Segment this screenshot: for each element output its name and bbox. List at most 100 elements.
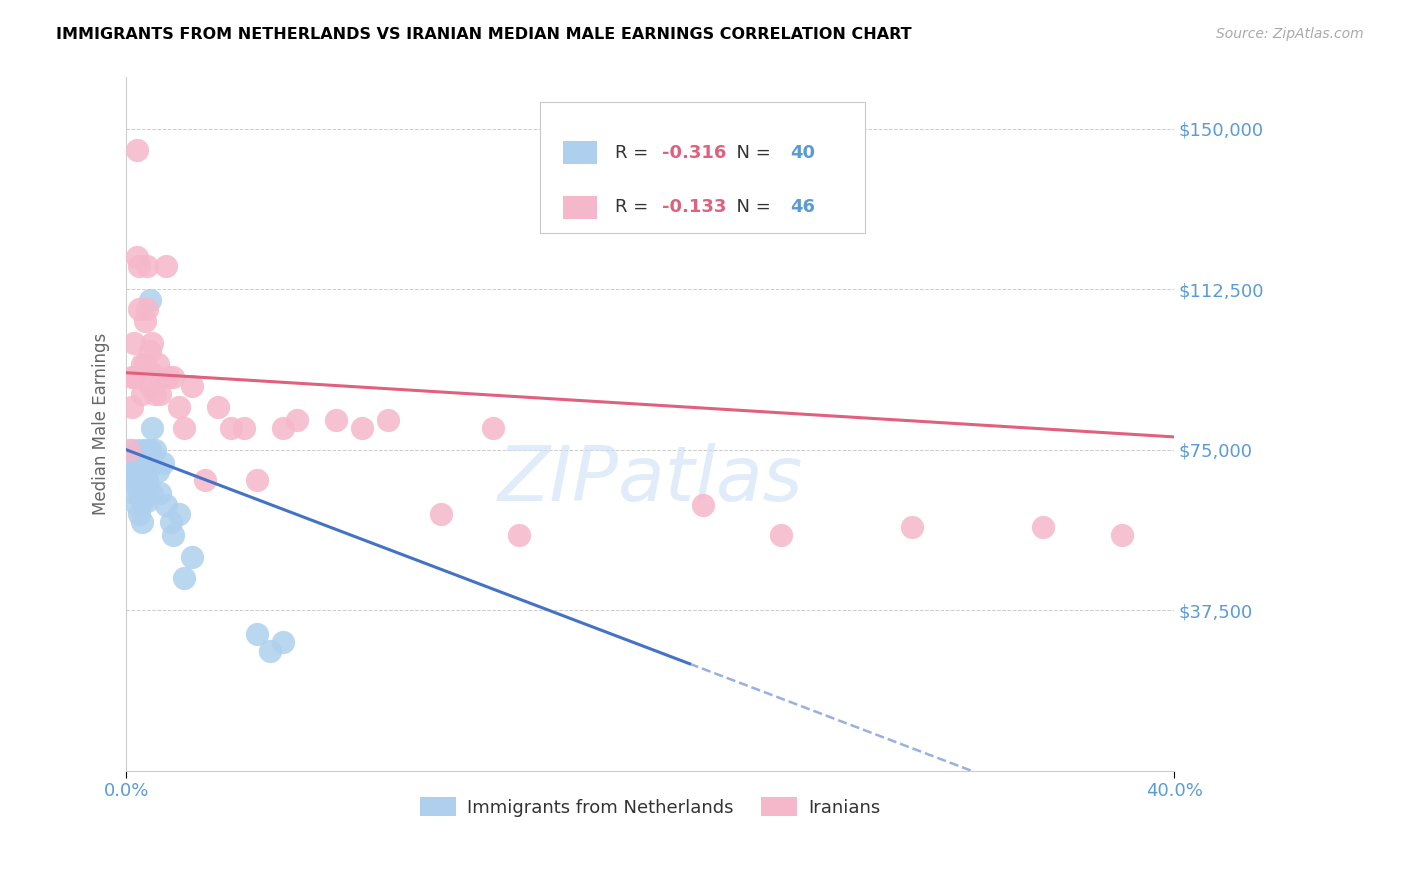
Point	[136, 494, 159, 508]
Point	[121, 370, 143, 384]
Point	[141, 485, 163, 500]
Point	[352, 421, 374, 435]
Point	[141, 421, 163, 435]
Point	[219, 421, 242, 435]
Point	[173, 421, 195, 435]
Point	[134, 357, 156, 371]
Point	[139, 378, 162, 392]
Point	[162, 370, 184, 384]
Point	[125, 473, 148, 487]
Point	[429, 507, 451, 521]
Point	[194, 473, 217, 487]
Point	[118, 456, 141, 470]
Point	[149, 387, 172, 401]
Point	[139, 344, 162, 359]
Point	[143, 442, 166, 457]
Point	[146, 464, 169, 478]
Point	[155, 259, 177, 273]
Point	[1032, 520, 1054, 534]
Point	[125, 250, 148, 264]
Point	[273, 635, 295, 649]
Point	[128, 301, 150, 316]
Text: N =: N =	[724, 144, 776, 161]
Point	[136, 473, 159, 487]
Point	[131, 516, 153, 530]
Point	[325, 413, 347, 427]
Point	[139, 293, 162, 307]
Point	[128, 485, 150, 500]
Text: -0.316: -0.316	[662, 144, 725, 161]
FancyBboxPatch shape	[564, 196, 596, 219]
Point	[128, 507, 150, 521]
Text: 40: 40	[790, 144, 815, 161]
Point	[152, 456, 174, 470]
Point	[207, 400, 229, 414]
Point	[134, 314, 156, 328]
Point	[136, 259, 159, 273]
Text: Source: ZipAtlas.com: Source: ZipAtlas.com	[1216, 27, 1364, 41]
Text: -0.133: -0.133	[662, 199, 725, 217]
Point	[131, 494, 153, 508]
Point	[125, 456, 148, 470]
Point	[259, 644, 281, 658]
Point	[134, 464, 156, 478]
Point	[173, 571, 195, 585]
Point	[155, 499, 177, 513]
Y-axis label: Median Male Earnings: Median Male Earnings	[93, 333, 110, 516]
Point	[122, 464, 145, 478]
Point	[121, 400, 143, 414]
Text: N =: N =	[724, 199, 776, 217]
Point	[122, 335, 145, 350]
Point	[692, 499, 714, 513]
Point	[136, 456, 159, 470]
Text: R =: R =	[614, 144, 654, 161]
Point	[149, 485, 172, 500]
Text: IMMIGRANTS FROM NETHERLANDS VS IRANIAN MEDIAN MALE EARNINGS CORRELATION CHART: IMMIGRANTS FROM NETHERLANDS VS IRANIAN M…	[56, 27, 912, 42]
Point	[508, 528, 530, 542]
Point	[125, 143, 148, 157]
Point	[246, 626, 269, 640]
Point	[121, 442, 143, 457]
Point	[167, 507, 190, 521]
Point	[141, 335, 163, 350]
Point	[121, 473, 143, 487]
Point	[482, 421, 505, 435]
Point	[131, 357, 153, 371]
Point	[139, 442, 162, 457]
Point	[122, 485, 145, 500]
Point	[128, 464, 150, 478]
Point	[157, 370, 180, 384]
Point	[162, 528, 184, 542]
Point	[118, 442, 141, 457]
Point	[180, 549, 202, 564]
Point	[122, 451, 145, 466]
Point	[131, 473, 153, 487]
Point	[285, 413, 308, 427]
Point	[141, 366, 163, 380]
Point	[1111, 528, 1133, 542]
Point	[160, 516, 183, 530]
Point	[901, 520, 924, 534]
Point	[233, 421, 256, 435]
Point	[143, 387, 166, 401]
Point	[136, 301, 159, 316]
Point	[128, 259, 150, 273]
Point	[131, 456, 153, 470]
FancyBboxPatch shape	[540, 102, 865, 234]
Point	[273, 421, 295, 435]
Point	[770, 528, 793, 542]
Point	[131, 387, 153, 401]
Legend: Immigrants from Netherlands, Iranians: Immigrants from Netherlands, Iranians	[413, 790, 887, 824]
Text: R =: R =	[614, 199, 654, 217]
Point	[134, 442, 156, 457]
Point	[180, 378, 202, 392]
Point	[125, 499, 148, 513]
Point	[146, 357, 169, 371]
Point	[122, 370, 145, 384]
Point	[167, 400, 190, 414]
Point	[246, 473, 269, 487]
Point	[128, 442, 150, 457]
Point	[377, 413, 399, 427]
Text: 46: 46	[790, 199, 815, 217]
FancyBboxPatch shape	[564, 142, 596, 163]
